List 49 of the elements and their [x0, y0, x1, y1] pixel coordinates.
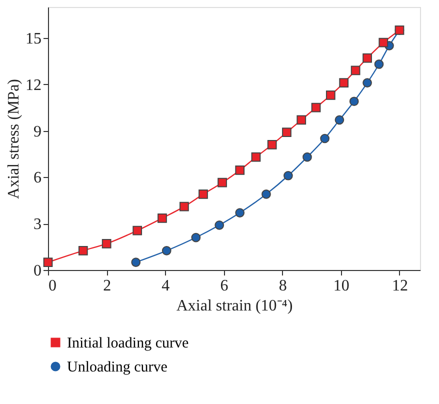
point	[334, 115, 344, 125]
point	[218, 178, 227, 188]
x-tick-label: 2	[103, 278, 112, 294]
point	[43, 258, 53, 267]
point	[235, 208, 245, 218]
point	[349, 96, 359, 106]
point	[339, 78, 349, 88]
point	[132, 226, 142, 236]
point	[320, 134, 330, 144]
point	[180, 202, 189, 212]
point	[284, 170, 293, 180]
point	[350, 66, 360, 76]
point	[374, 60, 384, 69]
y-tick-label: 9	[34, 123, 42, 140]
point	[162, 246, 172, 256]
point	[362, 53, 372, 63]
point	[267, 140, 277, 150]
x-tick-label: 12	[392, 278, 408, 294]
x-tick-label: 10	[333, 278, 350, 294]
point	[191, 232, 201, 242]
y-tick-label: 12	[26, 76, 42, 94]
x-tick-label: 4	[162, 278, 170, 294]
x-tick-label: 8	[278, 278, 287, 294]
point	[158, 213, 167, 223]
y-tick-label: 6	[34, 170, 42, 187]
point	[296, 115, 306, 125]
point	[302, 152, 312, 162]
point	[214, 220, 224, 230]
point	[362, 78, 372, 88]
legend-label: Initial loading curve	[67, 336, 189, 352]
x-tick-label: 0	[48, 278, 56, 294]
point	[311, 102, 321, 112]
point	[282, 128, 292, 137]
point	[378, 38, 388, 48]
x-axis-title: Axial strain (10⁻⁴)	[176, 298, 293, 314]
y-tick-label: 15	[26, 30, 42, 48]
point	[78, 246, 88, 256]
legend-label: Unloading curve	[67, 360, 168, 376]
point	[251, 152, 261, 162]
y-tick-label: 3	[34, 216, 42, 234]
point	[131, 258, 141, 267]
x-tick-label: 6	[220, 278, 228, 294]
y-axis-title: Axial stress (MPa)	[6, 79, 22, 199]
point	[326, 90, 336, 100]
point	[235, 166, 245, 175]
point	[262, 190, 271, 199]
point	[102, 239, 112, 248]
y-tick-label: 0	[34, 262, 42, 280]
point	[198, 190, 208, 199]
